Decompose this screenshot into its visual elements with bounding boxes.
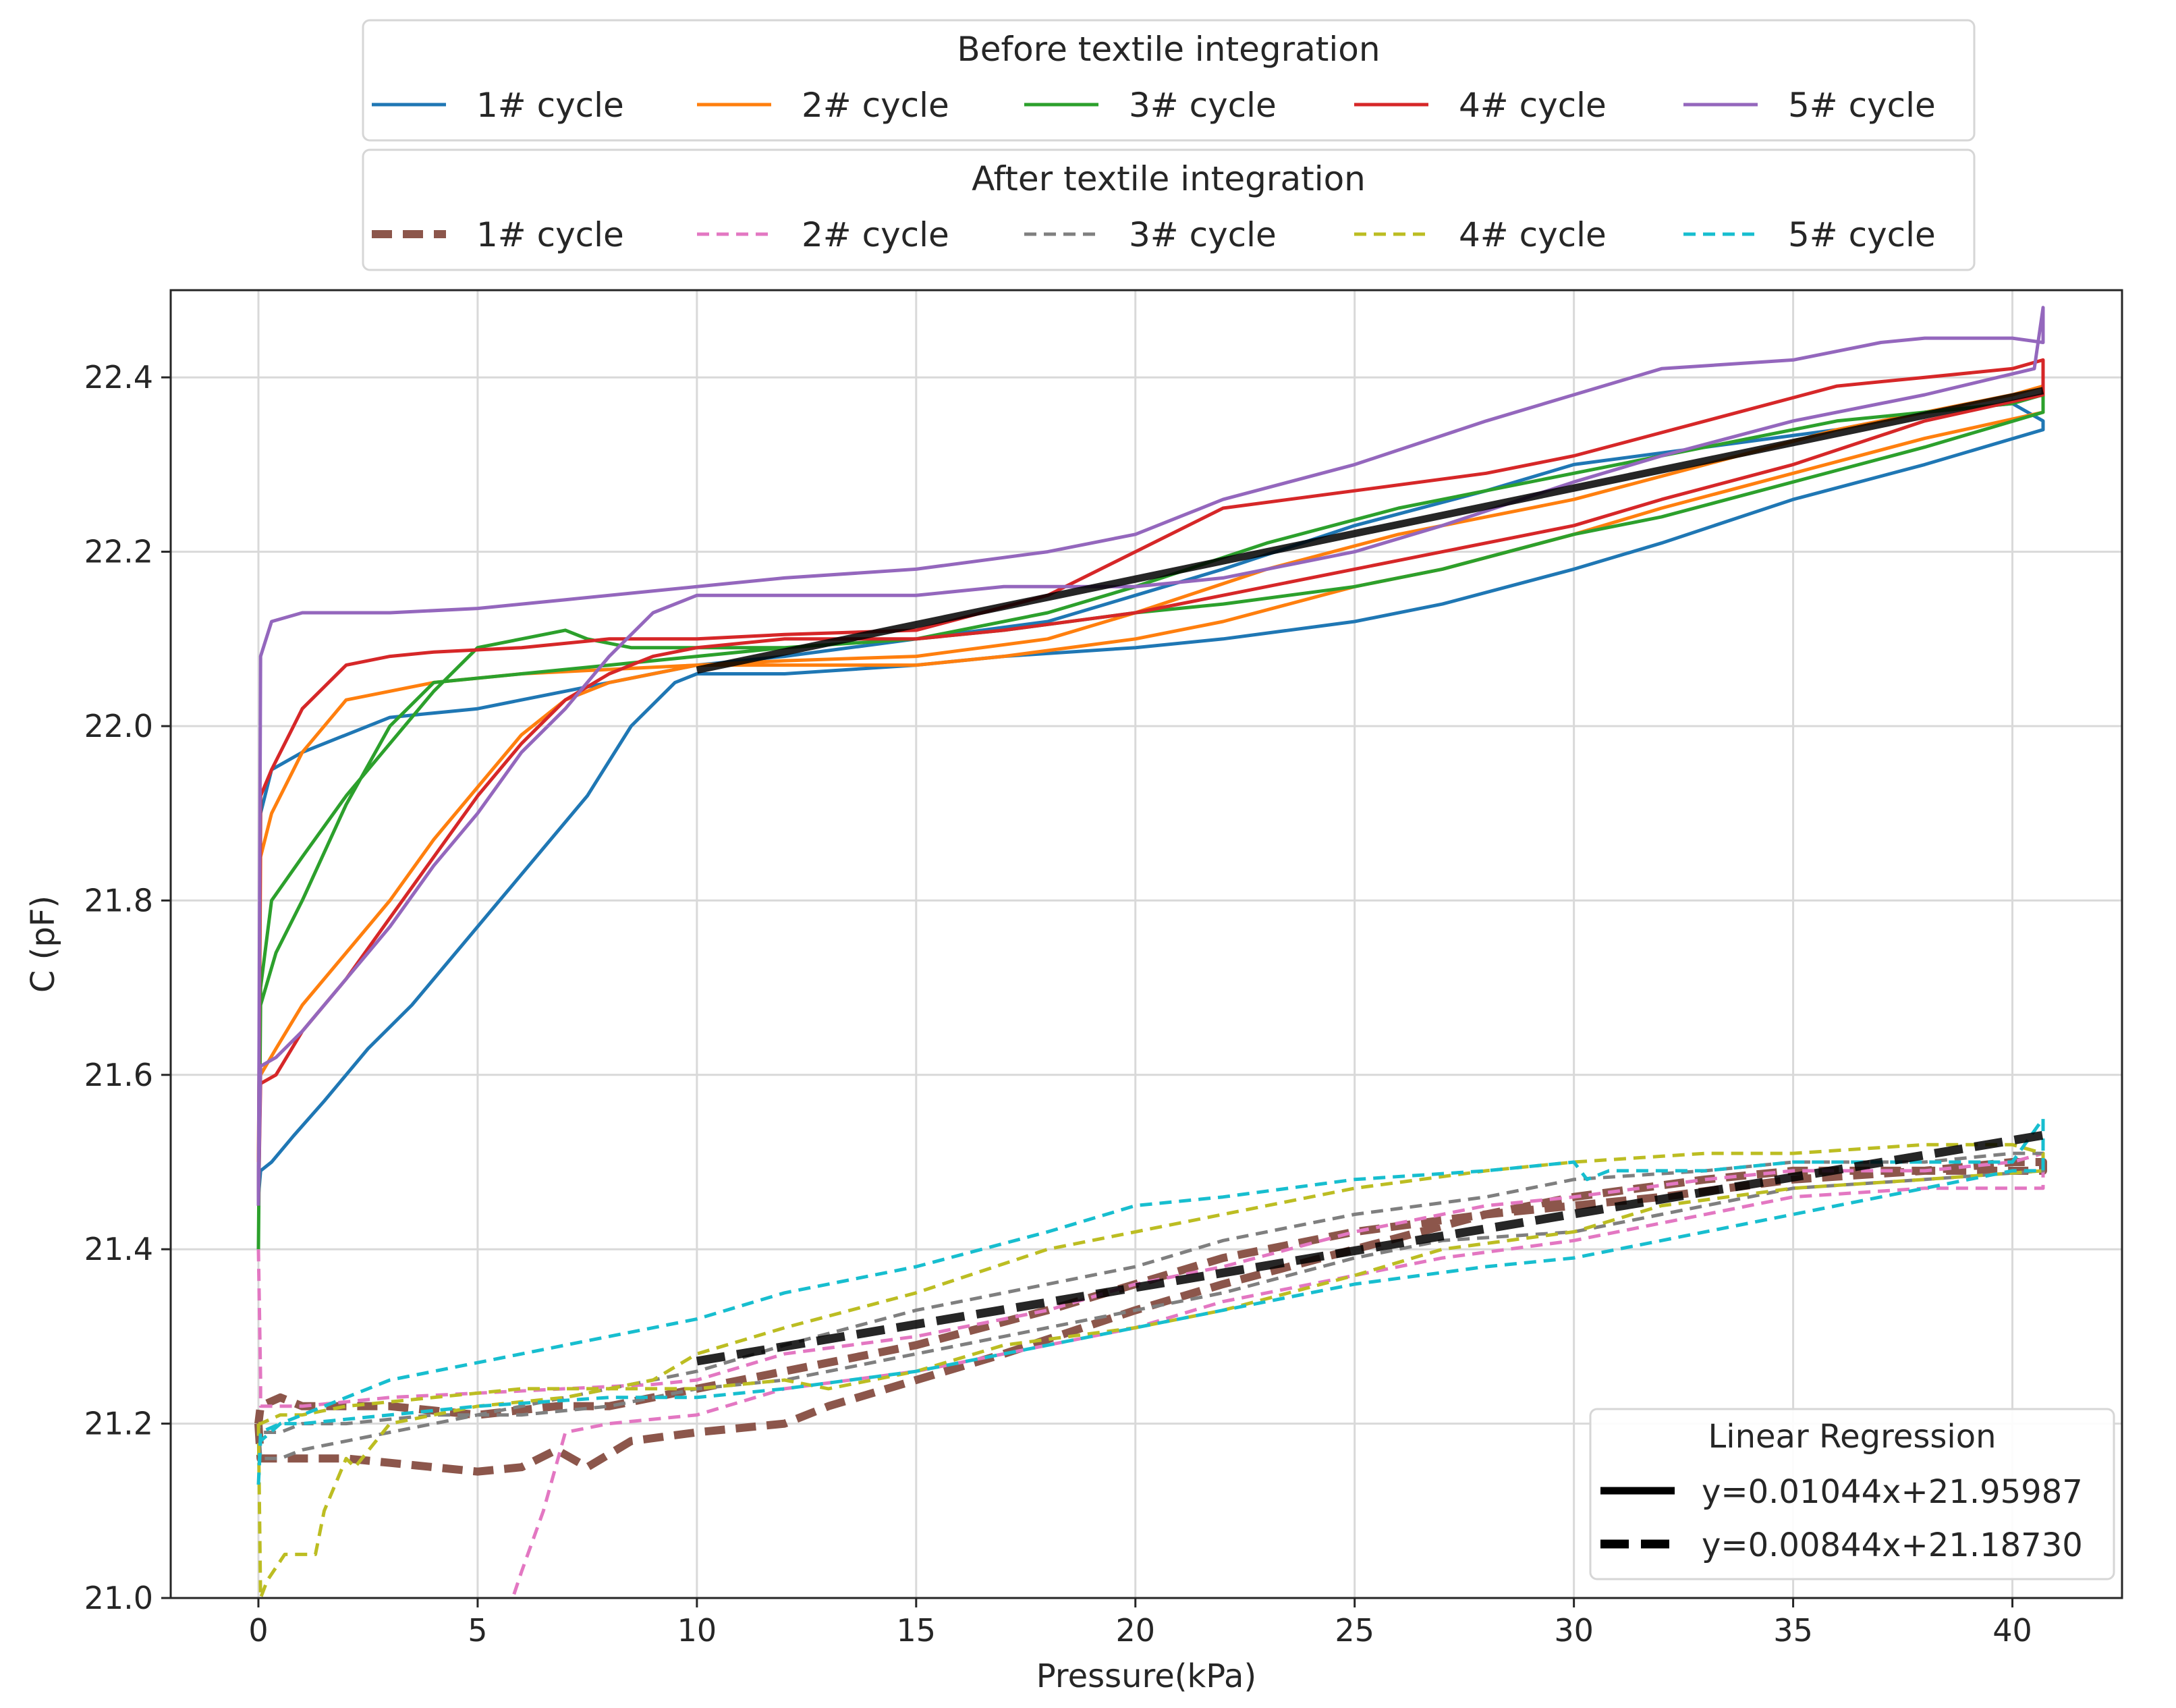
x-tick-label: 35 (1773, 1612, 1813, 1649)
plot-area: 0 5 10 15 20 25 30 35 40 21.0 21.2 21.4 21.6 21.8 22.0… (84, 289, 2123, 1649)
series-line-regression-1 (696, 387, 2044, 674)
axes-background (171, 290, 2122, 1598)
legend-regression-frame (1589, 1408, 2115, 1580)
ticks: 0 5 10 15 20 25 30 35 40 21.0 21.2 21.4 21.6 21.8 22.0… (84, 359, 2032, 1649)
series-line-after-2 (256, 1151, 2045, 1599)
legend-after-frame (362, 148, 1976, 271)
legend-entry-label: 2# cycle (802, 215, 949, 254)
series-line-after-5 (256, 1116, 2045, 1485)
series-line-regression-2 (696, 1130, 2044, 1366)
x-tick-label: 25 (1335, 1612, 1374, 1649)
series-line-before-4 (256, 358, 2045, 1206)
x-axis-label: Pressure(kPa) (1036, 1657, 1256, 1695)
legend-before-title: Before textile integration (957, 30, 1380, 69)
legend-entry-label: 3# cycle (1129, 86, 1277, 125)
legend-entry-label: 4# cycle (1459, 215, 1607, 254)
y-tick-label: 21.6 (84, 1057, 153, 1093)
y-tick-label: 22.0 (84, 708, 153, 744)
legend-before: Before textile integration 1# cycle 2# cy… (362, 19, 1976, 142)
legend-entry-label: 5# cycle (1788, 215, 1936, 254)
x-tick-label: 20 (1115, 1612, 1155, 1649)
y-tick-label: 21.8 (84, 882, 153, 918)
legend-entry-label: 1# cycle (476, 215, 624, 254)
axes-frame (169, 289, 2123, 1599)
legend-regression-solid-label: y=0.01044x+21.95987 (1702, 1473, 2083, 1511)
x-tick-label: 5 (468, 1612, 487, 1649)
legend-entry-label: 3# cycle (1129, 215, 1277, 254)
legend-entry-label: 2# cycle (802, 86, 949, 125)
x-tick-label: 10 (677, 1612, 717, 1649)
y-axis-label: C (pF) (24, 896, 62, 993)
legend-before-frame (362, 19, 1976, 142)
series-line-before-1 (256, 402, 2045, 1197)
series-line-before-3 (256, 393, 2045, 1250)
y-tick-label: 22.4 (84, 359, 153, 395)
legend-entry-label: 1# cycle (476, 86, 624, 125)
legend-regression-title: Linear Regression (1708, 1418, 1997, 1456)
series-line-after-3 (256, 1151, 2045, 1460)
x-tick-label: 15 (897, 1612, 937, 1649)
legend-entry-label: 4# cycle (1459, 86, 1607, 125)
series-line-after-4 (256, 1142, 2045, 1600)
x-tick-label: 0 (248, 1612, 268, 1649)
y-tick-label: 21.0 (84, 1580, 153, 1616)
x-tick-label: 30 (1554, 1612, 1594, 1649)
legend-after-title: After textile integration (972, 159, 1366, 198)
x-tick-label: 40 (1992, 1612, 2032, 1649)
legend-after: After textile integration 1# cycle 2# cyc… (362, 148, 1976, 271)
y-tick-label: 22.2 (84, 534, 153, 570)
y-tick-label: 21.2 (84, 1406, 153, 1442)
series-line-before-2 (256, 384, 2045, 1163)
series-line-before-5 (256, 306, 2045, 1206)
legend-entry-label: 5# cycle (1788, 86, 1936, 125)
legend-regression: Linear Regression y=0.01044x+21.95987 y=… (1589, 1408, 2115, 1580)
y-tick-label: 21.4 (84, 1231, 153, 1267)
series-layer (254, 306, 2047, 1600)
legend-regression-dashed-label: y=0.00844x+21.18730 (1702, 1526, 2083, 1564)
